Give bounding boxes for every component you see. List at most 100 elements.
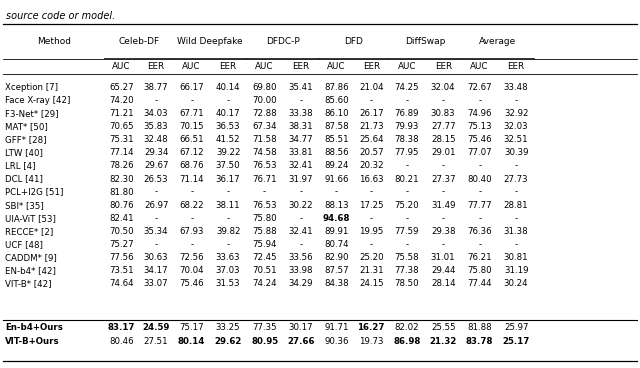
Text: 31.53: 31.53 xyxy=(216,279,241,288)
Text: 31.38: 31.38 xyxy=(504,227,529,236)
Text: 30.22: 30.22 xyxy=(289,201,314,210)
Text: 19.73: 19.73 xyxy=(359,337,383,346)
Text: 34.29: 34.29 xyxy=(289,279,314,288)
Text: 30.17: 30.17 xyxy=(289,323,314,333)
Text: 72.67: 72.67 xyxy=(467,83,492,92)
Text: 74.58: 74.58 xyxy=(252,148,277,158)
Text: -: - xyxy=(190,214,193,223)
Text: 72.56: 72.56 xyxy=(179,253,204,262)
Text: -: - xyxy=(227,96,230,105)
Text: 33.81: 33.81 xyxy=(289,148,314,158)
Text: 80.21: 80.21 xyxy=(394,174,419,184)
Text: 77.44: 77.44 xyxy=(467,279,492,288)
Text: 19.95: 19.95 xyxy=(359,227,383,236)
Text: AUC: AUC xyxy=(470,62,489,71)
Text: 27.77: 27.77 xyxy=(431,122,456,131)
Text: 32.92: 32.92 xyxy=(504,109,529,118)
Text: 78.26: 78.26 xyxy=(109,162,134,170)
Text: 67.93: 67.93 xyxy=(179,227,204,236)
Text: 75.31: 75.31 xyxy=(109,135,134,144)
Text: 30.24: 30.24 xyxy=(504,279,529,288)
Text: GFF* [28]: GFF* [28] xyxy=(5,135,47,144)
Text: 70.65: 70.65 xyxy=(109,122,134,131)
Text: -: - xyxy=(370,188,372,197)
Text: -: - xyxy=(300,188,303,197)
Text: 73.51: 73.51 xyxy=(109,266,134,275)
Text: 82.41: 82.41 xyxy=(109,214,134,223)
Text: 67.34: 67.34 xyxy=(252,122,277,131)
Text: 80.76: 80.76 xyxy=(109,201,134,210)
Text: -: - xyxy=(300,214,303,223)
Text: AUC: AUC xyxy=(182,62,201,71)
Text: F3-Net* [29]: F3-Net* [29] xyxy=(5,109,59,118)
Text: -: - xyxy=(442,188,445,197)
Text: 33.25: 33.25 xyxy=(216,323,241,333)
Text: 31.49: 31.49 xyxy=(431,201,456,210)
Text: 41.52: 41.52 xyxy=(216,135,241,144)
Text: 68.76: 68.76 xyxy=(179,162,204,170)
Text: 40.17: 40.17 xyxy=(216,109,241,118)
Text: 83.17: 83.17 xyxy=(108,323,135,333)
Text: 80.40: 80.40 xyxy=(467,174,492,184)
Text: 86.98: 86.98 xyxy=(393,337,420,346)
Text: 32.48: 32.48 xyxy=(144,135,168,144)
Text: MAT* [50]: MAT* [50] xyxy=(5,122,48,131)
Text: Average: Average xyxy=(479,37,516,46)
Text: DFDC-P: DFDC-P xyxy=(266,37,300,46)
Text: 75.20: 75.20 xyxy=(394,201,419,210)
Text: 31.01: 31.01 xyxy=(431,253,456,262)
Text: 80.74: 80.74 xyxy=(324,240,349,249)
Text: -: - xyxy=(190,240,193,249)
Text: 87.57: 87.57 xyxy=(324,266,349,275)
Text: Method: Method xyxy=(36,37,71,46)
Text: 28.15: 28.15 xyxy=(431,135,456,144)
Text: 30.63: 30.63 xyxy=(144,253,168,262)
Text: 35.83: 35.83 xyxy=(144,122,168,131)
Text: -: - xyxy=(478,96,481,105)
Text: 76.53: 76.53 xyxy=(252,162,277,170)
Text: EER: EER xyxy=(363,62,380,71)
Text: 21.32: 21.32 xyxy=(429,337,457,346)
Text: 71.21: 71.21 xyxy=(109,109,134,118)
Text: 71.14: 71.14 xyxy=(179,174,204,184)
Text: 33.07: 33.07 xyxy=(144,279,168,288)
Text: 34.03: 34.03 xyxy=(144,109,168,118)
Text: 39.82: 39.82 xyxy=(216,227,241,236)
Text: 81.88: 81.88 xyxy=(467,323,492,333)
Text: Face X-ray [42]: Face X-ray [42] xyxy=(5,96,70,105)
Text: 39.22: 39.22 xyxy=(216,148,241,158)
Text: 28.81: 28.81 xyxy=(504,201,529,210)
Text: PCL+I2G [51]: PCL+I2G [51] xyxy=(5,188,63,197)
Text: 91.71: 91.71 xyxy=(324,323,349,333)
Text: 77.14: 77.14 xyxy=(109,148,134,158)
Text: 32.41: 32.41 xyxy=(289,162,314,170)
Text: -: - xyxy=(405,188,408,197)
Text: 21.73: 21.73 xyxy=(359,122,383,131)
Text: 32.51: 32.51 xyxy=(504,135,529,144)
Text: 33.48: 33.48 xyxy=(504,83,529,92)
Text: -: - xyxy=(515,188,518,197)
Text: 28.14: 28.14 xyxy=(431,279,456,288)
Text: 75.27: 75.27 xyxy=(109,240,134,249)
Text: 29.38: 29.38 xyxy=(431,227,456,236)
Text: 75.58: 75.58 xyxy=(394,253,419,262)
Text: Wild Deepfake: Wild Deepfake xyxy=(177,37,243,46)
Text: AUC: AUC xyxy=(255,62,274,71)
Text: -: - xyxy=(478,188,481,197)
Text: -: - xyxy=(442,162,445,170)
Text: 26.17: 26.17 xyxy=(359,109,383,118)
Text: -: - xyxy=(370,240,372,249)
Text: 85.51: 85.51 xyxy=(324,135,349,144)
Text: 30.81: 30.81 xyxy=(504,253,529,262)
Text: 27.73: 27.73 xyxy=(504,174,529,184)
Text: 80.14: 80.14 xyxy=(178,337,205,346)
Text: 36.17: 36.17 xyxy=(216,174,241,184)
Text: 77.07: 77.07 xyxy=(467,148,492,158)
Text: 85.60: 85.60 xyxy=(324,96,349,105)
Text: UCF [48]: UCF [48] xyxy=(5,240,43,249)
Text: 77.77: 77.77 xyxy=(467,201,492,210)
Text: 82.90: 82.90 xyxy=(324,253,349,262)
Text: -: - xyxy=(155,214,157,223)
Text: 77.59: 77.59 xyxy=(394,227,419,236)
Text: -: - xyxy=(478,162,481,170)
